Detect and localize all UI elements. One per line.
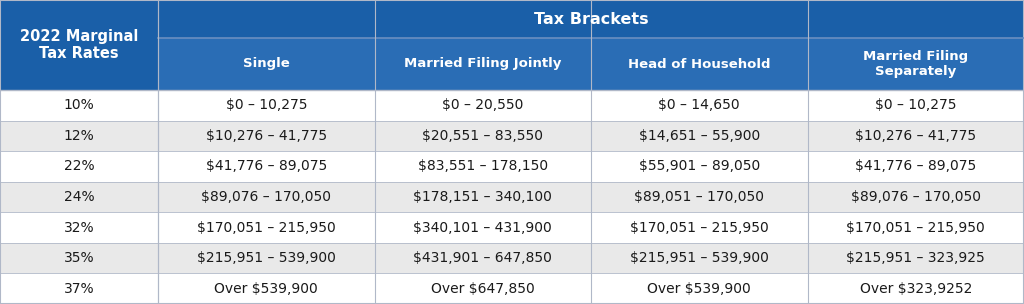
Bar — [808, 182, 1024, 212]
Text: $10,276 – 41,775: $10,276 – 41,775 — [855, 129, 976, 143]
Text: $89,076 – 170,050: $89,076 – 170,050 — [202, 190, 331, 204]
Text: $89,076 – 170,050: $89,076 – 170,050 — [851, 190, 981, 204]
Bar — [158, 182, 375, 212]
Bar — [158, 0, 1024, 38]
Bar — [158, 273, 375, 304]
Text: $170,051 – 215,950: $170,051 – 215,950 — [630, 221, 769, 235]
Bar — [0, 212, 158, 243]
Text: $83,551 – 178,150: $83,551 – 178,150 — [418, 159, 548, 173]
Text: $10,276 – 41,775: $10,276 – 41,775 — [206, 129, 327, 143]
Bar — [158, 121, 375, 151]
Bar — [375, 151, 591, 182]
Text: $170,051 – 215,950: $170,051 – 215,950 — [847, 221, 985, 235]
Bar — [158, 38, 375, 90]
Text: Over $539,900: Over $539,900 — [647, 282, 752, 296]
Text: 22%: 22% — [63, 159, 94, 173]
Bar — [591, 212, 808, 243]
Text: $89,051 – 170,050: $89,051 – 170,050 — [634, 190, 764, 204]
Text: 32%: 32% — [63, 221, 94, 235]
Text: $170,051 – 215,950: $170,051 – 215,950 — [197, 221, 336, 235]
Text: 2022 Marginal
Tax Rates: 2022 Marginal Tax Rates — [19, 29, 138, 61]
Text: Single: Single — [243, 57, 290, 71]
Bar — [808, 212, 1024, 243]
Text: $41,776 – 89,075: $41,776 – 89,075 — [206, 159, 327, 173]
Bar — [591, 182, 808, 212]
Bar — [158, 151, 375, 182]
Bar — [0, 273, 158, 304]
Text: Over $323,9252: Over $323,9252 — [859, 282, 972, 296]
Text: $431,901 – 647,850: $431,901 – 647,850 — [414, 251, 552, 265]
Bar — [0, 182, 158, 212]
Bar — [0, 0, 158, 90]
Text: $340,101 – 431,900: $340,101 – 431,900 — [414, 221, 552, 235]
Bar — [375, 90, 591, 121]
Text: $0 – 20,550: $0 – 20,550 — [442, 98, 523, 112]
Text: $41,776 – 89,075: $41,776 – 89,075 — [855, 159, 976, 173]
Text: $215,951 – 539,900: $215,951 – 539,900 — [197, 251, 336, 265]
Bar — [375, 38, 591, 90]
Text: $55,901 – 89,050: $55,901 – 89,050 — [639, 159, 760, 173]
Bar — [375, 273, 591, 304]
Bar — [591, 273, 808, 304]
Text: Married Filing Jointly: Married Filing Jointly — [404, 57, 561, 71]
Bar — [158, 243, 375, 273]
Text: 35%: 35% — [63, 251, 94, 265]
Bar — [808, 151, 1024, 182]
Text: Over $647,850: Over $647,850 — [431, 282, 535, 296]
Text: $20,551 – 83,550: $20,551 – 83,550 — [422, 129, 544, 143]
Text: Married Filing
Separately: Married Filing Separately — [863, 50, 969, 78]
Text: Tax Brackets: Tax Brackets — [534, 12, 648, 26]
Bar — [808, 121, 1024, 151]
Text: $14,651 – 55,900: $14,651 – 55,900 — [639, 129, 760, 143]
Text: 37%: 37% — [63, 282, 94, 296]
Bar — [0, 121, 158, 151]
Bar — [808, 38, 1024, 90]
Bar — [808, 243, 1024, 273]
Bar — [0, 90, 158, 121]
Text: $0 – 14,650: $0 – 14,650 — [658, 98, 740, 112]
Text: $0 – 10,275: $0 – 10,275 — [874, 98, 956, 112]
Bar — [375, 243, 591, 273]
Bar — [375, 212, 591, 243]
Bar — [158, 212, 375, 243]
Text: 12%: 12% — [63, 129, 94, 143]
Bar — [591, 121, 808, 151]
Bar — [591, 151, 808, 182]
Bar — [375, 121, 591, 151]
Text: $0 – 10,275: $0 – 10,275 — [225, 98, 307, 112]
Text: $215,951 – 539,900: $215,951 – 539,900 — [630, 251, 769, 265]
Bar — [808, 273, 1024, 304]
Text: Head of Household: Head of Household — [628, 57, 770, 71]
Bar — [375, 182, 591, 212]
Text: $178,151 – 340,100: $178,151 – 340,100 — [414, 190, 552, 204]
Bar — [0, 151, 158, 182]
Bar — [808, 90, 1024, 121]
Bar — [158, 90, 375, 121]
Bar — [591, 38, 808, 90]
Text: 10%: 10% — [63, 98, 94, 112]
Bar — [0, 243, 158, 273]
Text: 24%: 24% — [63, 190, 94, 204]
Bar — [591, 90, 808, 121]
Bar — [591, 243, 808, 273]
Text: Over $539,900: Over $539,900 — [214, 282, 318, 296]
Text: $215,951 – 323,925: $215,951 – 323,925 — [847, 251, 985, 265]
